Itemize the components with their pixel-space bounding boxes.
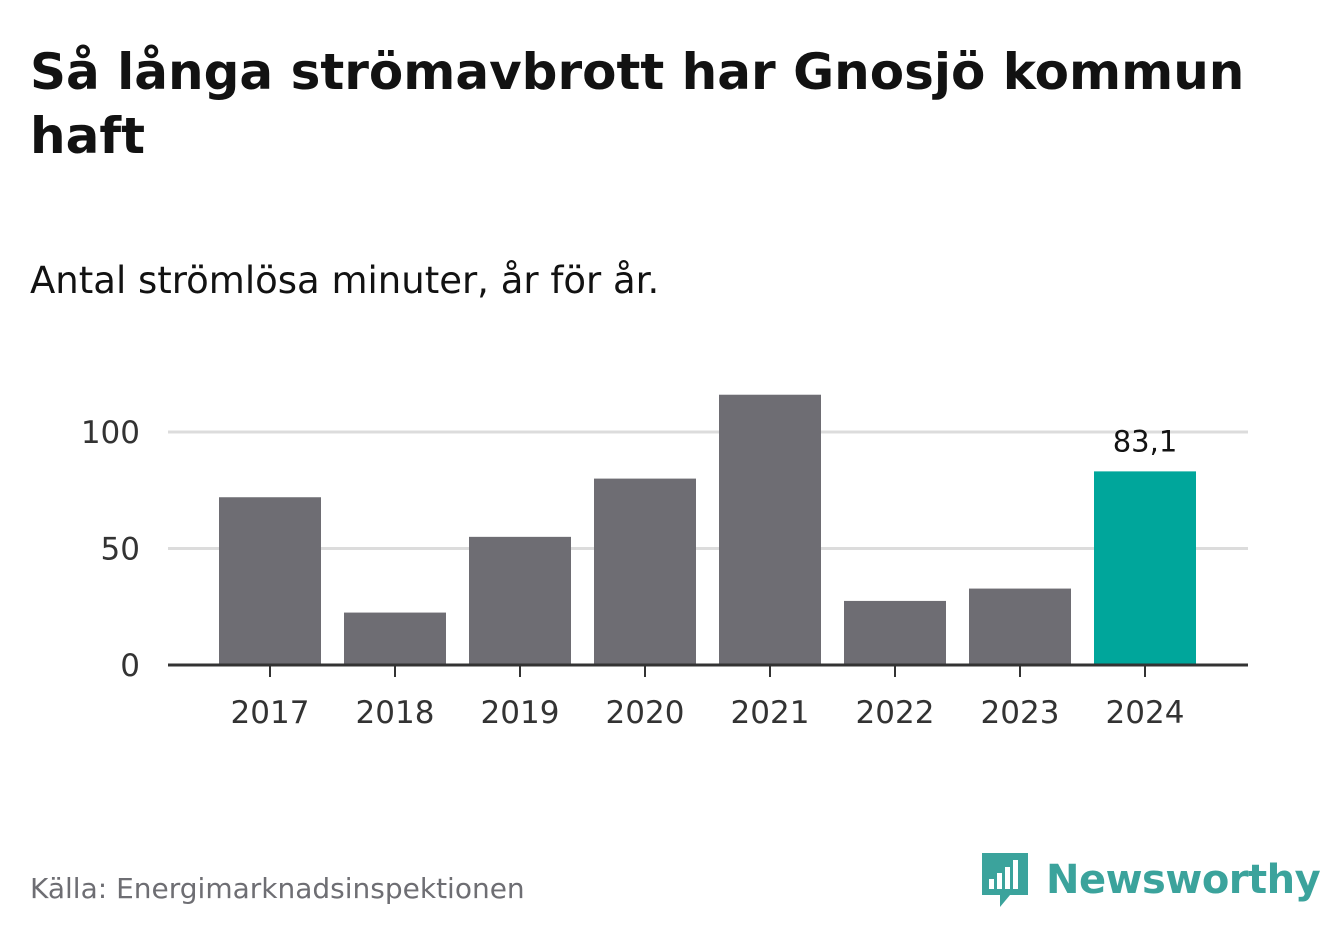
data-label: 83,1 [1113, 424, 1178, 458]
x-tick-label: 2023 [981, 695, 1060, 731]
x-tick-label: 2020 [606, 695, 685, 731]
bar-2022 [844, 600, 946, 665]
bar-2017 [219, 497, 321, 665]
x-tick-label: 2017 [231, 695, 310, 731]
newsworthy-logo-icon [982, 853, 1028, 907]
bar-2021 [719, 394, 821, 665]
chart-subtitle: Antal strömlösa minuter, år för år. [30, 259, 660, 302]
gridlines [168, 430, 1248, 550]
bar-2023 [969, 588, 1071, 665]
chart-title: Så långa strömavbrott har Gnosjö kommun … [30, 43, 1245, 165]
bars [219, 394, 1196, 665]
bar-2024 [1094, 471, 1196, 665]
source-note: Källa: Energimarknadsinspektionen [30, 872, 525, 905]
labels: 0 50 100 2017 2018 2019 2020 2021 2022 2023 2024 83… [81, 415, 1185, 731]
bar-2020 [594, 478, 696, 665]
x-tick-label: 2021 [731, 695, 810, 731]
x-tick-label: 2022 [856, 695, 935, 731]
x-tick-label: 2019 [481, 695, 560, 731]
brand-logo-group: Newsworthy [980, 850, 1321, 910]
axes [168, 663, 1248, 677]
x-tick-label: 2018 [356, 695, 435, 731]
bar-2019 [469, 536, 571, 665]
bar-2018 [344, 612, 446, 665]
y-tick-label: 50 [101, 532, 140, 568]
brand-name: Newsworthy [1046, 857, 1321, 903]
x-tick-label: 2024 [1106, 695, 1185, 731]
y-tick-label: 0 [120, 648, 140, 684]
y-tick-label: 100 [81, 415, 140, 451]
